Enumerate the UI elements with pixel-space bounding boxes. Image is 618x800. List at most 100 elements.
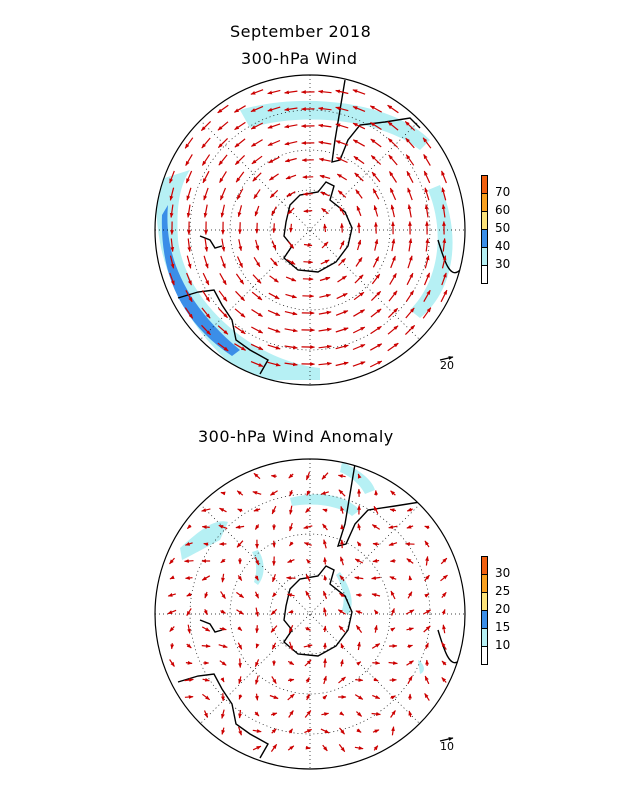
wind-vector-arrow	[272, 223, 276, 234]
wind-vector-arrow	[185, 154, 193, 167]
wind-vector-arrow	[423, 272, 431, 286]
wind-vector-arrow	[355, 257, 363, 267]
reference-vector-arrow	[439, 356, 454, 361]
wind-vector-arrow	[355, 610, 363, 615]
wind-vector-arrow	[353, 309, 366, 317]
wind-vector-arrow	[271, 728, 277, 734]
wind-vector-arrow	[405, 137, 415, 149]
wind-vector-arrow	[371, 171, 381, 183]
wind-vector-arrow	[271, 240, 277, 250]
wind-vector-arrow	[390, 590, 396, 600]
wind-vector-arrow	[337, 275, 347, 283]
wind-vector-arrow	[321, 241, 329, 249]
wind-vector-arrow	[201, 575, 211, 581]
wind-vector-arrow	[184, 695, 194, 699]
wind-vector-arrow	[322, 694, 328, 700]
wind-vector-arrow	[352, 343, 366, 351]
wind-vector-arrow	[186, 187, 192, 201]
wind-vector-arrow	[441, 677, 447, 683]
wind-vector-arrow	[406, 558, 414, 564]
wind-vector-arrow	[322, 590, 328, 600]
wind-map-border	[154, 74, 466, 386]
wind-vector-arrow	[252, 172, 262, 182]
wind-vector-arrow	[218, 290, 228, 302]
wind-vector-arrow	[220, 609, 226, 614]
wind-vector-arrow	[374, 609, 379, 615]
wind-vector-arrow	[186, 524, 192, 530]
wind-vector-arrow	[388, 154, 398, 166]
wind-vector-arrow	[355, 189, 363, 199]
wind-vector-arrow	[288, 728, 293, 734]
wind-vector-arrow	[221, 709, 225, 719]
wind-colorbar: 70 60 50 40 30	[481, 175, 521, 287]
wind-vector-arrow	[186, 592, 192, 597]
wind-vector-arrow	[186, 608, 192, 617]
colorbar-swatch	[481, 211, 488, 230]
wind-vector-arrow	[371, 273, 381, 285]
wind-vector-arrow	[251, 326, 264, 334]
wind-vector-arrow	[321, 472, 329, 480]
wind-vector-arrow	[305, 693, 310, 701]
wind-vector-arrow	[406, 524, 414, 529]
wind-vector-arrow	[284, 328, 298, 333]
colorbar-tick-label: 10	[495, 638, 511, 652]
wind-vector-arrow	[354, 172, 364, 182]
wind-vector-arrow	[250, 122, 264, 130]
wind-vector-arrow	[352, 139, 365, 147]
wind-vector-arrow	[407, 644, 413, 649]
wind-vector-arrow	[221, 727, 226, 735]
jet-shade-north	[240, 100, 430, 150]
wind-vector-arrow	[369, 360, 383, 368]
wind-vector-arrow	[335, 310, 349, 316]
wind-vector-arrow	[169, 557, 175, 565]
wind-vector-arrow	[267, 106, 281, 112]
wind-vector-arrow	[305, 590, 311, 600]
africa-coast	[437, 239, 461, 274]
wind-vector-arrow	[370, 121, 382, 131]
wind-vector-arrow	[372, 256, 380, 268]
wind-vector-arrow	[203, 187, 209, 201]
wind-vector-arrow	[391, 607, 395, 616]
wind-vector-arrow	[284, 311, 298, 316]
wind-vector-arrow	[217, 325, 229, 335]
wind-vector-arrow	[184, 678, 194, 682]
wind-vector-arrow	[406, 507, 413, 512]
colorbar-swatch	[481, 556, 488, 575]
wind-vector-arrow	[237, 626, 243, 632]
wind-vector-arrow	[354, 576, 364, 580]
wind-vector-arrow	[305, 745, 311, 750]
wind-vector-arrow	[321, 207, 329, 215]
wind-vector-arrow	[408, 710, 413, 718]
new-zealand-coast	[199, 235, 223, 249]
anomaly-colorbar: 30 25 20 15 10	[481, 556, 521, 668]
wind-vector-arrow	[318, 123, 332, 128]
wind-vector-arrow	[289, 505, 293, 515]
colorbar-tick-label: 40	[495, 239, 511, 253]
wind-vector-arrow	[338, 744, 346, 752]
wind-vector-arrow	[303, 644, 313, 648]
wind-vector-arrow	[424, 574, 430, 582]
australia-coast	[177, 673, 269, 759]
wind-vector-arrow	[441, 592, 447, 598]
wind-vector-arrow	[339, 727, 345, 735]
wind-vector-arrow	[187, 624, 191, 634]
wind-vector-arrow	[356, 728, 362, 733]
colorbar-tick-label: 15	[495, 620, 511, 634]
colorbar-swatch	[481, 247, 488, 266]
wind-vector-arrow	[442, 624, 446, 634]
wind-vector-arrow	[335, 344, 349, 350]
wind-vector-arrow	[234, 138, 246, 148]
wind-vector-arrow	[318, 89, 332, 94]
wind-vector-arrow	[201, 307, 211, 319]
wind-vector-arrow	[320, 728, 330, 734]
wind-vector-arrow	[306, 559, 311, 564]
wind-vector-arrow	[339, 240, 345, 250]
wind-vector-arrow	[201, 508, 211, 512]
wind-vector-arrow	[322, 523, 328, 531]
wind-vector-arrow	[288, 609, 294, 614]
wind-vector-arrow	[370, 308, 382, 318]
wind-vector-arrow	[338, 625, 346, 633]
wind-vector-arrow	[289, 223, 293, 233]
wind-vector-arrow	[271, 676, 277, 685]
